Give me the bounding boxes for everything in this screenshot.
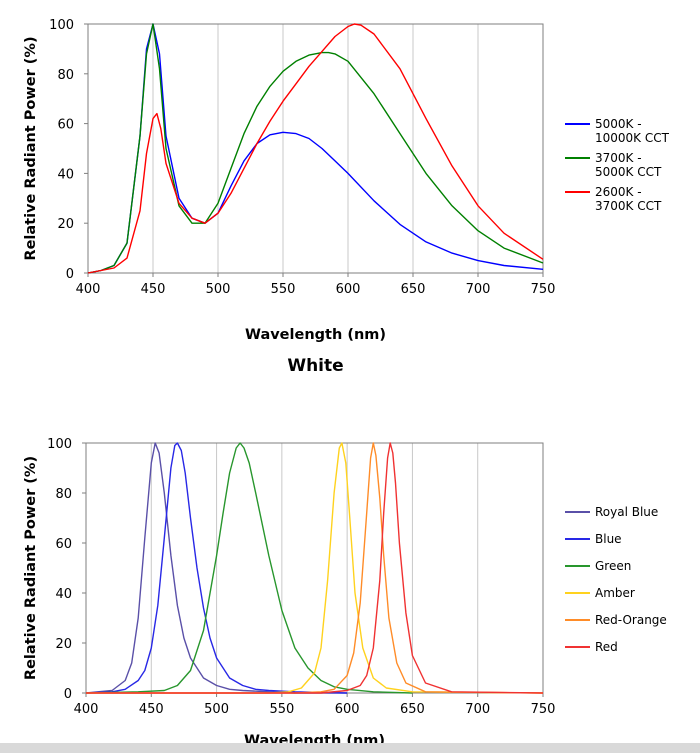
chart2-y-tick-label: 80 — [55, 487, 72, 502]
chart2-x-tick-label: 450 — [139, 702, 164, 717]
chart2-legend-label: Green — [595, 559, 631, 573]
chart2-y-tick-label: 0 — [64, 687, 72, 702]
bottom-scroll-strip — [0, 743, 700, 753]
chart2-series-line-red-orange — [86, 442, 544, 694]
chart1-y-tick-label: 100 — [49, 18, 74, 33]
chart2-legend-label: Red-Orange — [595, 613, 667, 627]
chart2-series-line-blue — [85, 442, 348, 694]
chart1-y-tick-label: 80 — [57, 68, 74, 83]
chart2-x-tick-label: 750 — [531, 702, 556, 717]
chart1-legend-label: 2600K - — [595, 185, 642, 199]
chart1-x-tick-label: 750 — [531, 282, 556, 297]
chart1-y-tick-label: 40 — [57, 167, 74, 182]
chart1-x-tick-label: 550 — [271, 282, 296, 297]
chart2-x-tick-label: 600 — [335, 702, 360, 717]
chart1-x-tick-label: 400 — [76, 282, 101, 297]
chart1-series-line-5000k-10000k-cct — [87, 23, 544, 274]
chart2-series-line-red — [86, 442, 544, 694]
chart2-y-tick-label: 40 — [55, 587, 72, 602]
chart2-legend-label: Royal Blue — [595, 505, 658, 519]
chart2-x-tick-label: 550 — [269, 702, 294, 717]
chart1-legend-label: 3700K - — [595, 151, 642, 165]
chart1-y-tick-label: 0 — [66, 267, 74, 282]
chart1-x-tick-label: 700 — [466, 282, 491, 297]
chart1-x-tick-label: 500 — [206, 282, 231, 297]
chart2-x-tick-label: 700 — [465, 702, 490, 717]
chart1-legend-label: 5000K CCT — [595, 165, 662, 179]
chart2-y-tick-label: 100 — [47, 437, 72, 452]
chart1-series-line-3700k-5000k-cct — [87, 23, 544, 274]
chart1-legend-label: 3700K CCT — [595, 199, 662, 213]
chart2-legend-label: Red — [595, 640, 618, 654]
chart2-legend-label: Blue — [595, 532, 622, 546]
chart1-x-tick-label: 600 — [336, 282, 361, 297]
chart1-legend-label: 5000K - — [595, 117, 642, 131]
chart1-legend-label: 10000K CCT — [595, 131, 670, 145]
chart2-x-tick-label: 650 — [400, 702, 425, 717]
chart2-series-line-green — [85, 442, 413, 694]
chart2-series-line-amber — [86, 442, 544, 694]
chart1-x-tick-label: 650 — [401, 282, 426, 297]
chart1-plot-frame — [87, 23, 544, 274]
chart2-y-tick-label: 20 — [55, 637, 72, 652]
chart2-y-axis-title: Relative Radiant Power (%) — [23, 456, 39, 680]
chart2-legend-label: Amber — [595, 586, 635, 600]
chart1-x-axis-title: Wavelength (nm) — [245, 327, 386, 343]
chart1-chart-title: White — [287, 356, 343, 376]
chart1-x-tick-label: 450 — [141, 282, 166, 297]
chart1-series-line-2600k-3700k-cct — [87, 23, 544, 274]
chart1-y-tick-label: 60 — [57, 118, 74, 133]
chart1-y-axis-title: Relative Radiant Power (%) — [23, 36, 39, 260]
chart2-series-line-royal-blue — [85, 442, 348, 694]
chart2-plot-frame — [85, 442, 544, 694]
chart2-y-tick-label: 60 — [55, 537, 72, 552]
chart2-x-tick-label: 500 — [204, 702, 229, 717]
chart1-y-tick-label: 20 — [57, 217, 74, 232]
chart2-x-tick-label: 400 — [74, 702, 99, 717]
